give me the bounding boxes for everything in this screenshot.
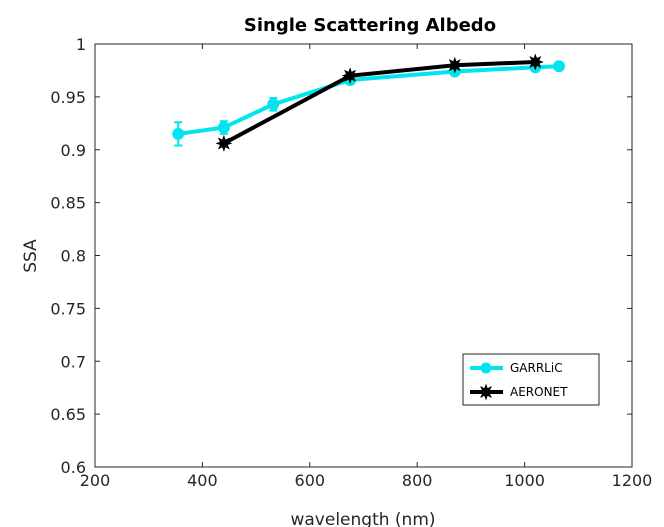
chart-title: Single Scattering Albedo xyxy=(244,15,496,36)
y-tick-label: 0.85 xyxy=(50,194,86,213)
y-tick-label: 0.7 xyxy=(61,352,86,371)
series-layer xyxy=(172,53,565,152)
y-axis-label: SSA xyxy=(21,239,41,273)
y-tick-label: 0.75 xyxy=(50,299,86,318)
y-tick-label: 0.65 xyxy=(50,405,86,424)
x-tick-label: 200 xyxy=(80,471,111,490)
x-axis-label: wavelength (nm) xyxy=(290,510,435,527)
data-point xyxy=(267,98,280,111)
series-line-aeronet xyxy=(222,60,536,146)
data-point xyxy=(217,121,230,134)
legend-label-garrlic: GARRLiC xyxy=(510,361,563,375)
data-point xyxy=(526,53,544,71)
axis-ticks: 200 400 600 800 1000 1200 0.6 0.65 0.7 0.75 0.8 0.8… xyxy=(50,35,652,490)
data-point xyxy=(552,60,565,73)
x-tick-label: 800 xyxy=(402,471,433,490)
x-tick-label: 600 xyxy=(295,471,326,490)
data-point xyxy=(341,67,359,85)
x-tick-label: 1200 xyxy=(612,471,653,490)
plot-frame xyxy=(94,43,633,468)
y-tick-label: 1 xyxy=(76,35,86,54)
legend-box xyxy=(462,353,600,406)
y-tick-label: 0.6 xyxy=(61,458,86,477)
y-tick-label: 0.8 xyxy=(61,247,86,266)
legend-marker-aeronet xyxy=(477,383,495,401)
series-aeronet xyxy=(215,53,544,152)
data-point xyxy=(446,56,464,74)
y-tick-label: 0.95 xyxy=(50,88,86,107)
legend-star xyxy=(477,383,495,401)
legend: GARRLiC AERONET xyxy=(462,353,600,406)
legend-marker-garrlic xyxy=(480,362,492,374)
data-point xyxy=(215,134,233,152)
x-tick-label: 1000 xyxy=(504,471,545,490)
x-tick-label: 400 xyxy=(187,471,218,490)
legend-label-aeronet: AERONET xyxy=(510,385,568,399)
data-point xyxy=(172,127,185,140)
y-tick-label: 0.9 xyxy=(61,141,86,160)
